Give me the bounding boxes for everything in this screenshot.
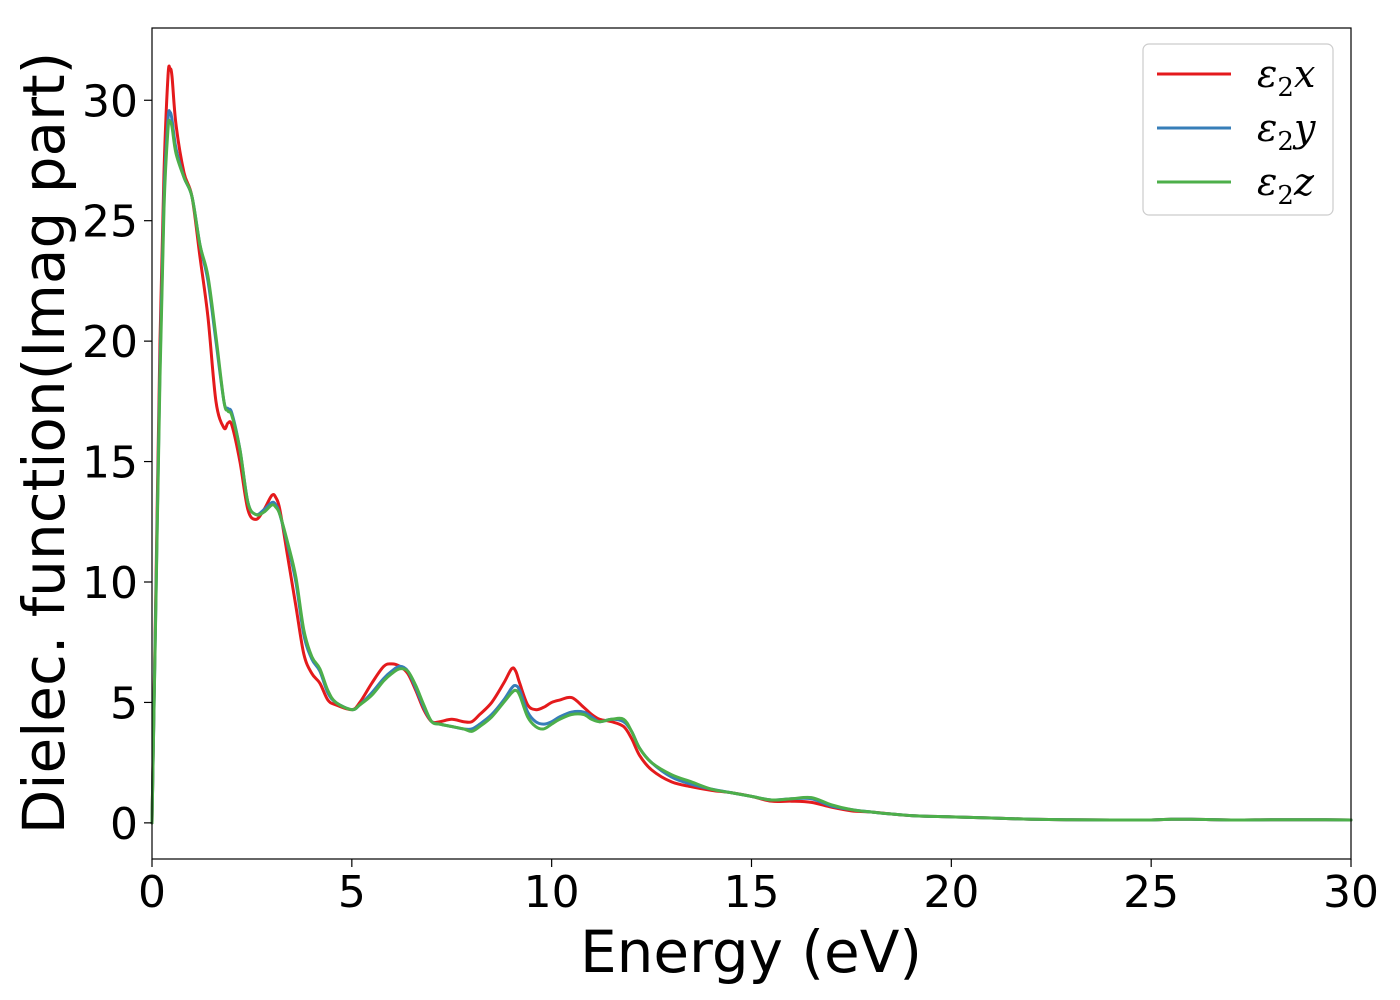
legend-label-end: z [1293, 160, 1315, 204]
legend-label-main: ε [1257, 106, 1277, 150]
x-tick-label: 5 [338, 867, 366, 918]
legend-label-end: x [1294, 52, 1315, 96]
y-tick-label: 5 [110, 678, 138, 729]
legend-label-main: ε [1257, 52, 1277, 96]
x-tick-label: 20 [923, 867, 979, 918]
y-axis-label: Dielec. function(Imag part) [10, 52, 78, 835]
legend-label-end: y [1292, 106, 1316, 150]
x-axis-label: Energy (eV) [580, 918, 922, 986]
x-tick-label: 0 [138, 867, 166, 918]
y-tick-label: 20 [82, 317, 138, 368]
x-tick-label: 10 [524, 867, 580, 918]
legend-label-sub: 2 [1277, 73, 1294, 103]
y-tick-label: 10 [82, 558, 138, 609]
legend-label-x: ε2x [1257, 52, 1315, 103]
legend-label-sub: 2 [1277, 127, 1294, 157]
y-tick-label: 15 [82, 438, 138, 489]
legend-label-sub: 2 [1277, 181, 1294, 211]
x-tick-label: 30 [1323, 867, 1379, 918]
y-tick-label: 25 [82, 197, 138, 248]
legend-label-z: ε2z [1257, 160, 1315, 211]
y-axis: 0 5 10 15 20 25 30 [82, 76, 152, 850]
legend-label-y: ε2y [1257, 106, 1316, 157]
y-tick-label: 30 [82, 76, 138, 127]
legend-box [1142, 43, 1334, 216]
series-line-z [150, 118, 1353, 825]
x-axis: 0 5 10 15 20 25 30 [138, 859, 1379, 918]
series-layer [150, 64, 1353, 825]
y-tick-label: 0 [110, 799, 138, 850]
x-tick-label: 15 [724, 867, 780, 918]
x-tick-label: 25 [1123, 867, 1179, 918]
legend-label-main: ε [1257, 160, 1277, 204]
